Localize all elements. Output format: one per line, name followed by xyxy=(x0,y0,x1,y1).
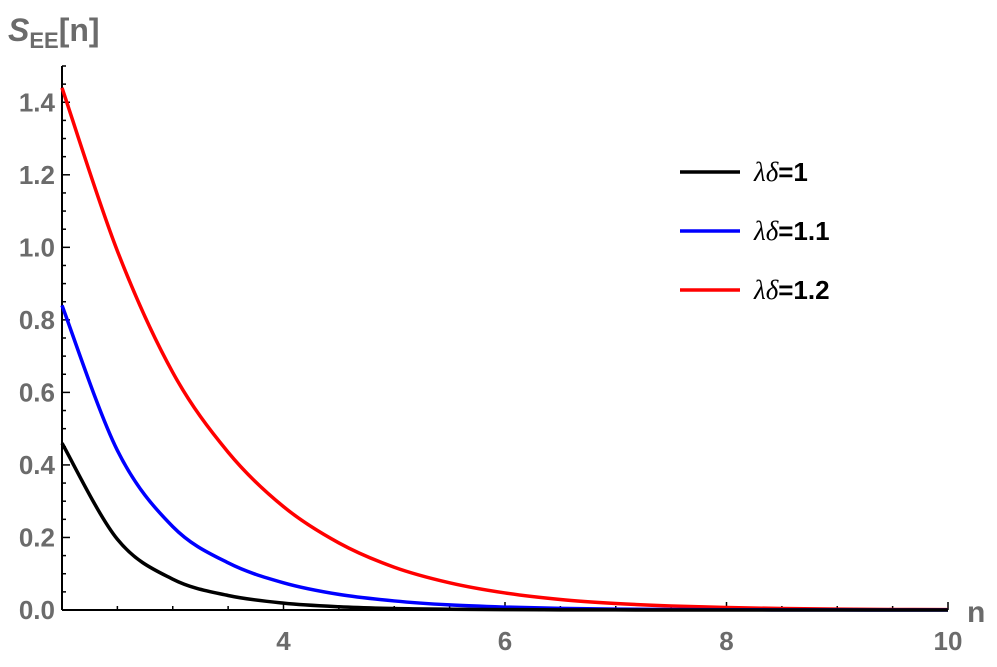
y-axis-title: SEE[n] xyxy=(8,12,100,53)
series-line-2 xyxy=(60,304,949,612)
y-tick-label: 0.0 xyxy=(19,595,55,625)
y-tick-label: 0.4 xyxy=(19,450,56,480)
y-tick-label: 0.6 xyxy=(19,377,55,407)
series-lines xyxy=(60,87,949,612)
y-tick-label: 0.8 xyxy=(19,305,55,335)
legend: λδ=1λδ=1.1λδ=1.2 xyxy=(680,157,830,305)
x-axis-title: n xyxy=(967,596,985,629)
y-tick-label: 0.2 xyxy=(19,522,55,552)
y-axis-title-suffix: [n] xyxy=(59,12,100,48)
y-tick-label: 1.2 xyxy=(19,160,55,190)
ticks: 0.0 0.2 0.4 0.6 0.8 1.0 1.2 1.4 4 6 8 10 xyxy=(19,65,963,656)
y-tick-label: 1.4 xyxy=(19,87,56,117)
legend-label-greek: λδ xyxy=(753,157,779,187)
x-tick-label: 10 xyxy=(934,626,963,656)
y-tick-label: 1.0 xyxy=(19,232,55,262)
x-tick-label: 4 xyxy=(276,626,291,656)
axes xyxy=(61,66,948,611)
series-line-3 xyxy=(60,87,949,612)
series-line-1 xyxy=(60,442,948,612)
legend-label-value: =1.1 xyxy=(778,216,829,246)
legend-label: λδ=1.1 xyxy=(753,216,830,246)
legend-label-value: =1.2 xyxy=(778,275,829,305)
legend-label-value: =1 xyxy=(778,157,808,187)
y-axis-title-sub: EE xyxy=(29,28,58,53)
legend-label: λδ=1.2 xyxy=(753,275,830,305)
y-axis-title-main: S xyxy=(8,12,30,48)
legend-label-greek: λδ xyxy=(753,216,779,246)
x-tick-label: 8 xyxy=(719,626,733,656)
legend-label-greek: λδ xyxy=(753,275,779,305)
x-tick-label: 6 xyxy=(498,626,512,656)
legend-label: λδ=1 xyxy=(753,157,808,187)
